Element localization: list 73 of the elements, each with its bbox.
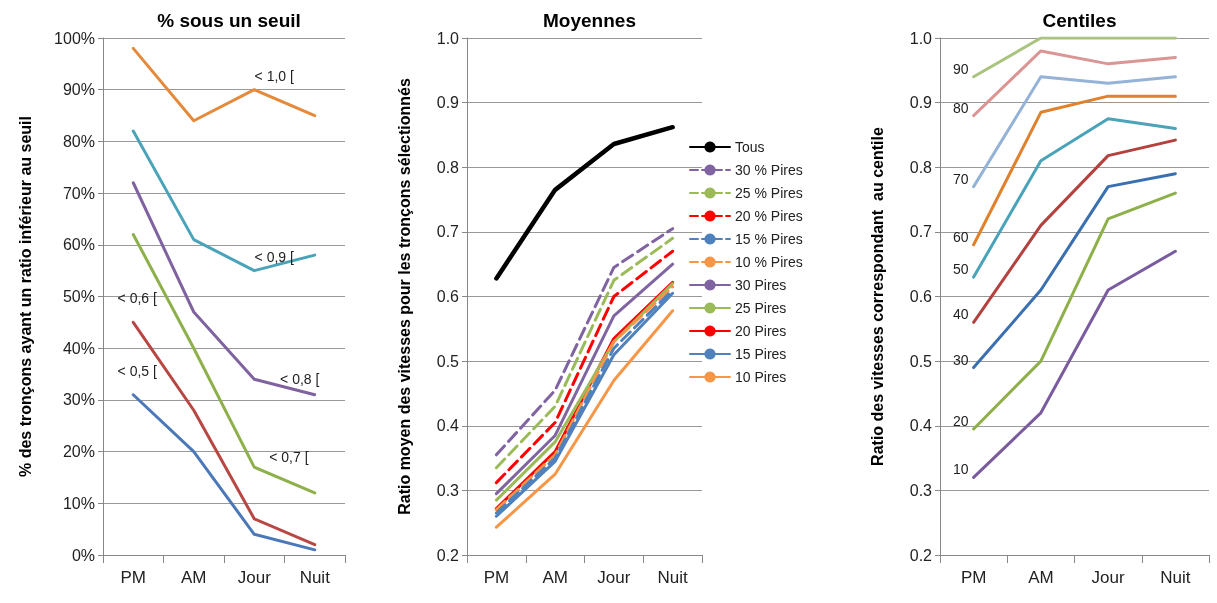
y-tick-label: 90% [62,81,95,99]
legend-label: 30 Pires [735,277,787,293]
series-label: < 0,6 [ [117,290,158,307]
legend-label: 20 % Pires [735,208,803,224]
y-tick-label: 0.9 [436,94,460,112]
series-label: 30 [953,351,969,368]
y-tick-label: 0.6 [436,288,460,305]
series-label: < 0,9 [ [254,248,295,265]
series-label: < 1,0 [ [254,67,295,84]
legend-label: 10 % Pires [735,254,803,270]
y-tick-label: 0.7 [909,223,933,241]
y-tick-label: 0.7 [436,223,460,241]
x-tick-label: PM [120,568,146,587]
y-axis-title: % des tronçons ayant un ratio inférieur au seuil [16,116,34,477]
x-tick-label: Nuit [1160,568,1191,587]
x-tick-label: PM [960,568,987,587]
chart-title: % sous un seuil [157,10,301,31]
y-tick-label: 80% [62,132,95,150]
legend-label: 15 Pires [735,346,787,362]
legend-label: 15 % Pires [735,231,803,247]
legend-label: 25 Pires [735,300,787,316]
x-tick-label: Jour [237,568,272,587]
y-tick-label: 0.4 [436,417,460,435]
y-tick-label: 0.2 [909,546,933,564]
y-tick-label: 0.5 [909,352,933,370]
series-label: < 0,7 [ [269,449,309,466]
y-tick-label: 0.3 [436,481,460,499]
series-label: 40 [953,306,969,323]
x-tick-label: AM [181,568,207,587]
series-label: 80 [953,99,969,116]
x-tick-label: AM [542,568,568,587]
y-tick-label: 30% [62,391,95,409]
legend-label: 10 Pires [735,369,787,385]
legend-label: 20 Pires [735,323,787,339]
series-label: < 0,8 [ [280,370,320,387]
series-label: 90 [953,60,969,77]
series-label: 20 [953,412,969,429]
y-tick-label: 0.9 [909,94,933,112]
y-axis-title: Ratio moyen des vitesses pour les tronçons sélectionnés [395,78,413,515]
chart-title: Moyennes [543,10,636,31]
y-tick-label: 40% [62,339,95,357]
y-tick-label: 0.8 [436,158,460,176]
series-label: 50 [953,261,969,278]
series-label: 60 [953,228,969,245]
y-tick-label: 0.5 [436,352,460,370]
y-tick-label: 0.6 [909,288,933,305]
y-tick-label: 0.2 [436,546,460,564]
series-label: < 0,5 [ [117,362,158,379]
y-tick-label: 0.3 [909,481,933,499]
x-tick-label: Nuit [657,568,689,587]
legend-label: 25 % Pires [735,185,803,201]
y-tick-label: 50% [62,288,95,305]
x-tick-label: Jour [1091,568,1125,587]
x-tick-label: Nuit [299,568,331,587]
legend-label: 30 % Pires [735,162,803,178]
y-tick-label: 1.0 [436,29,460,47]
y-tick-label: 0% [71,546,95,564]
x-tick-label: Jour [597,568,631,587]
y-tick-label: 60% [62,236,95,254]
series-label: 10 [953,461,969,478]
y-tick-label: 0.8 [909,158,933,176]
y-tick-label: 0.4 [909,417,933,435]
x-tick-label: AM [1028,568,1054,587]
y-tick-label: 70% [62,184,95,202]
y-tick-label: 1.0 [909,29,933,47]
legend-label: Tous [735,139,765,155]
series-label: 70 [953,170,969,187]
y-tick-label: 20% [62,443,95,461]
y-tick-label: 10% [62,494,95,512]
y-axis-title: Ratio des vitesses correspondant au centile [868,127,886,466]
chart-title: Centiles [1042,10,1117,31]
x-tick-label: PM [483,568,510,587]
y-tick-label: 100% [54,29,95,47]
